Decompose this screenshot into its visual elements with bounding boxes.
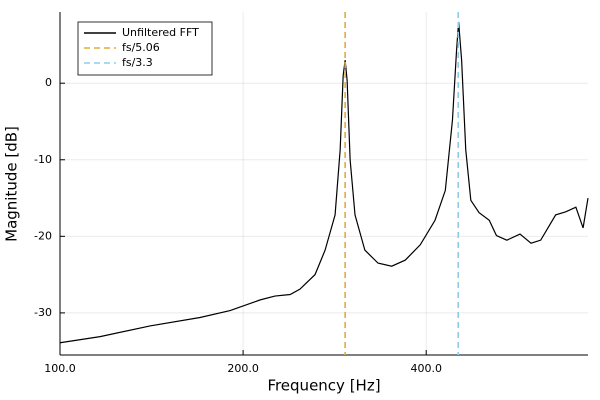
legend-label: fs/5.06 [122, 41, 160, 54]
x-tick-label: 200.0 [227, 362, 259, 375]
x-tick-label: 400.0 [410, 362, 442, 375]
y-tick-label: -20 [34, 229, 52, 242]
y-axis-title: Magnitude [dB] [3, 126, 21, 242]
legend-box [77, 21, 213, 76]
y-tick-label: -10 [34, 153, 52, 166]
x-tick-label: 100.0 [44, 362, 76, 375]
legend-label: fs/3.3 [122, 56, 153, 69]
x-axis-title: Frequency [Hz] [267, 377, 380, 395]
legend-label: Unfiltered FFT [122, 26, 199, 39]
y-tick-label: 0 [45, 76, 52, 89]
line [59, 21, 589, 344]
y-tick-label: -30 [34, 306, 52, 319]
